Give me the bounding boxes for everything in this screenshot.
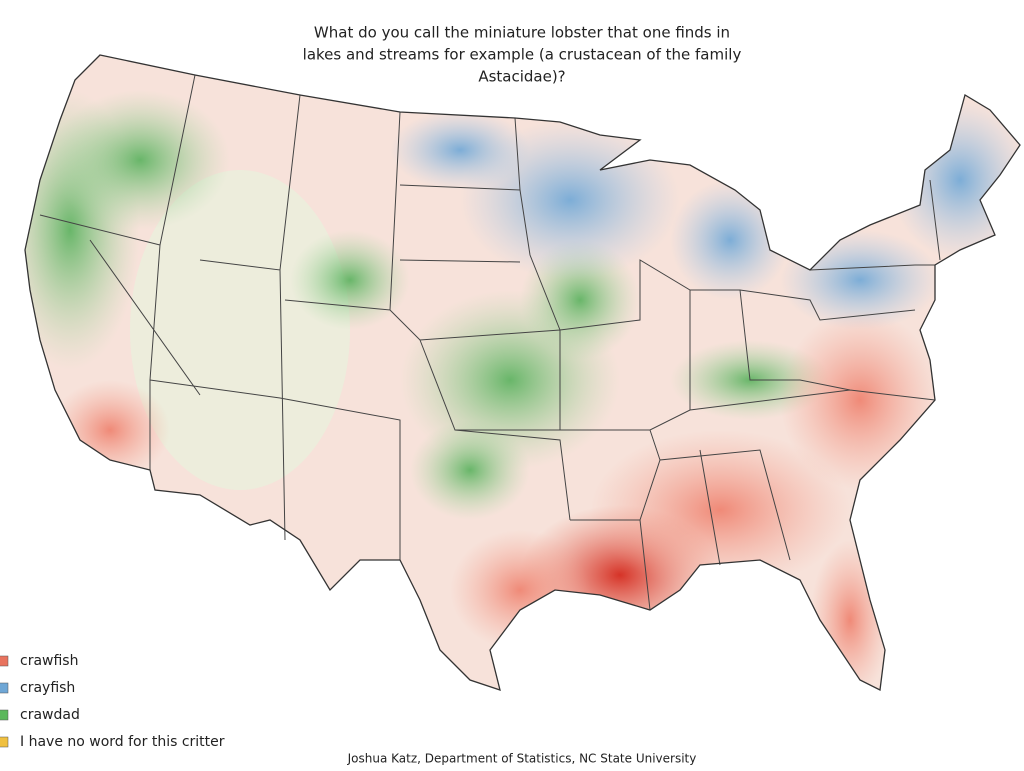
title-line: Astacidae)? bbox=[478, 68, 565, 86]
title-line: What do you call the miniature lobster t… bbox=[314, 24, 730, 42]
legend-label: I have no word for this critter bbox=[20, 734, 225, 750]
legend-label: crawfish bbox=[20, 653, 78, 669]
legend: crawfish crayfish crawdad I have no word fo… bbox=[0, 653, 225, 750]
title-line: lakes and streams for example (a crustac… bbox=[303, 46, 742, 64]
legend-label: crayfish bbox=[20, 680, 75, 696]
legend-swatch bbox=[0, 736, 9, 748]
credit: Joshua Katz, Department of Statistics, N… bbox=[347, 752, 697, 766]
title: What do you call the miniature lobster t… bbox=[303, 24, 742, 86]
legend-swatch bbox=[0, 709, 9, 721]
legend-label: crawdad bbox=[20, 707, 80, 723]
state-borders bbox=[24, 54, 1021, 691]
legend-swatch bbox=[0, 655, 9, 667]
legend-swatch bbox=[0, 682, 9, 694]
